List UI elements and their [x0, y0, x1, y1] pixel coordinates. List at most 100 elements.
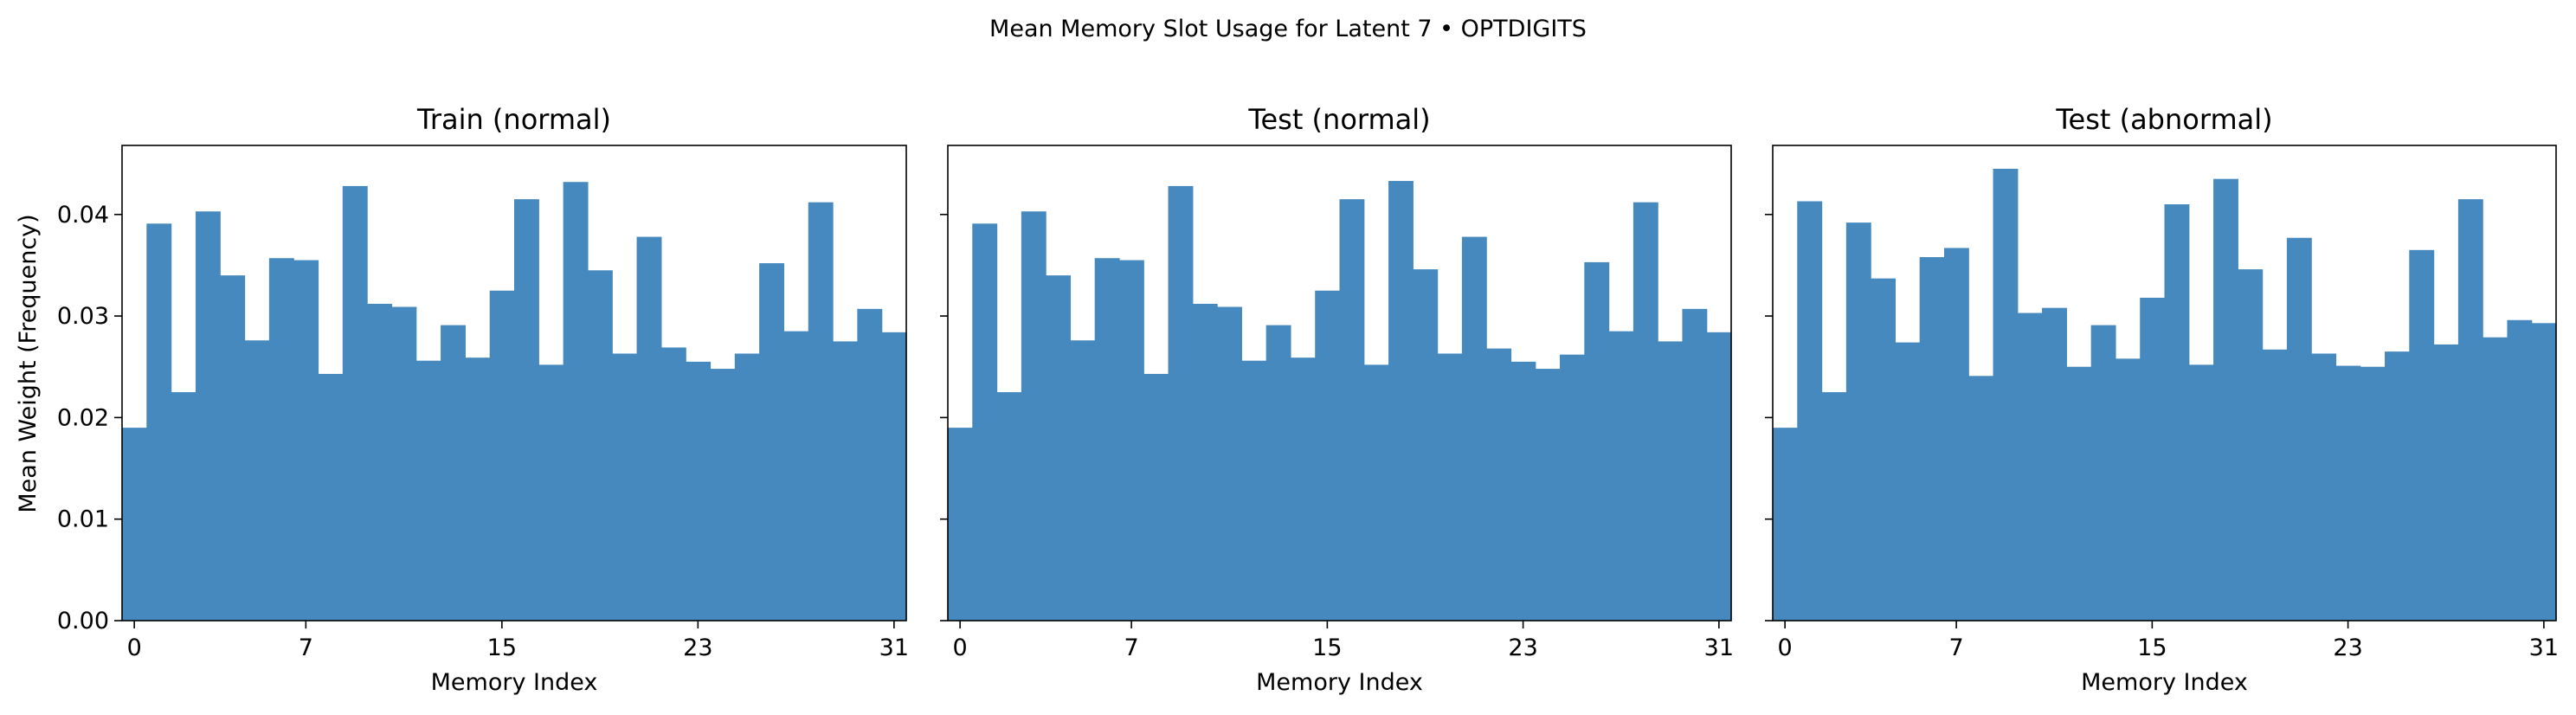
bar-slot-13	[2090, 325, 2116, 621]
bar-slot-26	[759, 263, 785, 621]
bar-slot-12	[1241, 360, 1267, 621]
bar-slot-25	[2385, 351, 2410, 621]
bar-slot-9	[1993, 168, 2019, 622]
x-tick-label: 23	[1508, 634, 1537, 661]
bar-slot-16	[2164, 204, 2190, 622]
bar-slot-6	[268, 258, 294, 621]
bar-slot-18	[563, 182, 589, 622]
bar-slot-14	[1290, 358, 1316, 621]
bar-slot-28	[808, 202, 834, 621]
bar-slot-0	[948, 428, 973, 621]
bar-slot-12	[2066, 366, 2092, 621]
bar-slot-27	[1608, 331, 1634, 621]
bar-slot-22	[2311, 353, 2337, 621]
y-tick-label: 0.01	[57, 506, 109, 533]
subplot-title: Test (abnormal)	[2055, 103, 2272, 136]
x-tick-label: 7	[299, 634, 313, 661]
x-tick-label: 31	[2529, 634, 2559, 661]
bar-slot-4	[1871, 278, 1897, 621]
bar-slot-14	[465, 358, 491, 621]
bar-slot-25	[1560, 354, 1585, 621]
figure-suptitle: Mean Memory Slot Usage for Latent 7 • OP…	[989, 16, 1587, 42]
bar-slot-10	[1192, 304, 1218, 621]
bar-slot-19	[1413, 269, 1439, 621]
x-tick-label: 23	[683, 634, 712, 661]
bar-slot-5	[1895, 342, 1921, 621]
bar-slot-19	[2238, 269, 2264, 621]
bar-slot-3	[1845, 222, 1871, 621]
bar-slot-30	[1682, 308, 1708, 621]
bar-slot-25	[734, 353, 760, 621]
bar-slot-24	[710, 369, 736, 621]
subplot-title: Train (normal)	[416, 103, 611, 136]
bar-slot-1	[972, 223, 998, 621]
bar-slot-2	[996, 392, 1022, 621]
bar-slot-11	[2042, 307, 2067, 621]
bar-slot-17	[538, 364, 564, 621]
bar-slot-2	[171, 392, 196, 621]
bar-slot-9	[1168, 185, 1194, 622]
bar-slot-17	[1363, 364, 1389, 621]
bar-slot-21	[2286, 237, 2312, 621]
bar-slot-5	[244, 340, 270, 621]
bar-slot-31	[1706, 332, 1732, 621]
bar-slot-30	[2507, 319, 2533, 621]
x-axis-label: Memory Index	[431, 669, 598, 696]
subplot-3: Test (abnormal) 0 7 15 23 31 Memory Index	[1765, 103, 2559, 696]
bar-slot-4	[220, 275, 246, 621]
bar-slot-7	[293, 260, 319, 621]
x-tick-label: 23	[2333, 634, 2362, 661]
bar-slot-18	[1388, 181, 1414, 621]
x-tick-label: 0	[953, 634, 968, 661]
x-tick-label: 15	[2137, 634, 2167, 661]
bar-slot-20	[612, 353, 638, 621]
bar-slot-8	[1143, 373, 1169, 621]
bar-slot-11	[1217, 306, 1242, 621]
bar-slot-18	[2213, 178, 2238, 621]
plot-frame	[947, 145, 1732, 622]
bar-slot-10	[2017, 312, 2043, 621]
bar-slot-17	[2188, 364, 2214, 621]
x-tick-label: 15	[1312, 634, 1342, 661]
x-tick-label: 31	[879, 634, 909, 661]
bar-slot-24	[1535, 369, 1561, 621]
bar-slot-23	[2335, 365, 2361, 621]
subplot-title: Test (normal)	[1247, 103, 1430, 136]
bar-slot-19	[587, 270, 613, 621]
bar-slot-15	[2140, 297, 2166, 621]
y-tick-label: 0.00	[57, 608, 109, 634]
bar-slot-6	[1919, 257, 1945, 621]
bar-slot-29	[833, 341, 858, 621]
x-tick-label: 31	[1704, 634, 1734, 661]
bar-slot-16	[1339, 199, 1365, 622]
bar-slot-23	[1510, 361, 1536, 621]
bar-slot-1	[1797, 201, 1823, 621]
bar-slot-7	[1943, 248, 1969, 621]
bar-slot-16	[514, 199, 539, 622]
subplot-1: Train (normal) 0 7 15 23 31 Memory Index 0.00 0.…	[57, 103, 909, 696]
bar-slot-13	[1265, 325, 1291, 621]
bar-slot-20	[1437, 353, 1463, 621]
bar-slot-31	[2531, 323, 2557, 621]
bar-slot-22	[1486, 348, 1512, 621]
bar-slot-13	[441, 325, 466, 621]
x-tick-label: 7	[1949, 634, 1964, 661]
bar-slot-10	[367, 304, 393, 621]
bar-slot-15	[489, 290, 515, 621]
bar-slot-8	[318, 373, 344, 621]
x-tick-label: 0	[1778, 634, 1793, 661]
bar-slot-3	[1021, 211, 1046, 621]
bar-slot-30	[857, 308, 883, 621]
bar-slot-15	[1315, 290, 1341, 621]
subplot-2: Test (normal) 0 7 15 23 31 Memory Index	[940, 103, 1734, 696]
bar-slot-11	[391, 306, 417, 621]
x-tick-label: 0	[127, 634, 142, 661]
bar-slot-21	[1461, 236, 1487, 621]
x-axis-label: Memory Index	[1256, 669, 1423, 696]
bar-slot-24	[2360, 366, 2386, 621]
x-axis-label: Memory Index	[2081, 669, 2248, 696]
bar-slot-14	[2115, 358, 2141, 621]
bar-slot-28	[2457, 199, 2483, 622]
y-tick-label: 0.03	[57, 303, 109, 330]
